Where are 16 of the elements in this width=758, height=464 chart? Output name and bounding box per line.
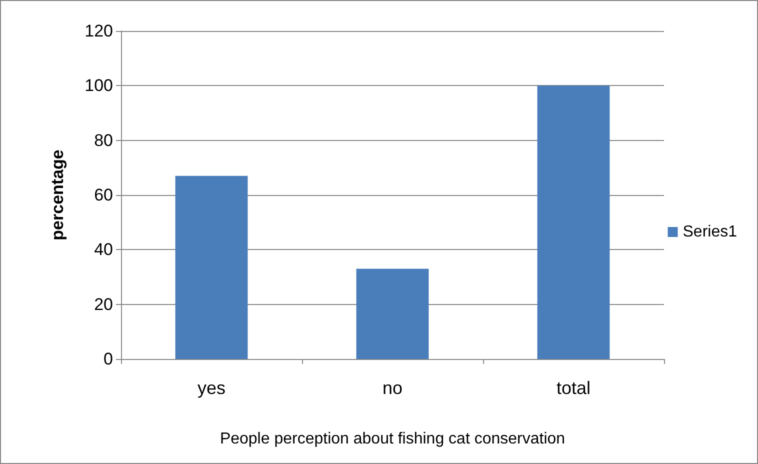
x-tick-label: no [382, 378, 403, 398]
x-tick-label: yes [197, 378, 226, 398]
x-axis-title: People perception about fishing cat conservation [220, 430, 566, 448]
bar [356, 268, 429, 359]
y-tick-label: 0 [104, 350, 113, 368]
y-tick-label: 100 [84, 76, 113, 96]
legend-label: Series1 [682, 224, 738, 240]
y-tick-label: 20 [94, 294, 113, 314]
y-tick-label: 120 [84, 22, 113, 40]
bar [175, 176, 248, 359]
x-tick-label: total [556, 378, 591, 398]
y-tick-label: 60 [94, 186, 113, 204]
y-tick-label: 80 [94, 130, 113, 150]
y-tick-label: 40 [94, 240, 113, 260]
y-axis-title: percentage [48, 150, 67, 240]
bar [537, 86, 610, 359]
